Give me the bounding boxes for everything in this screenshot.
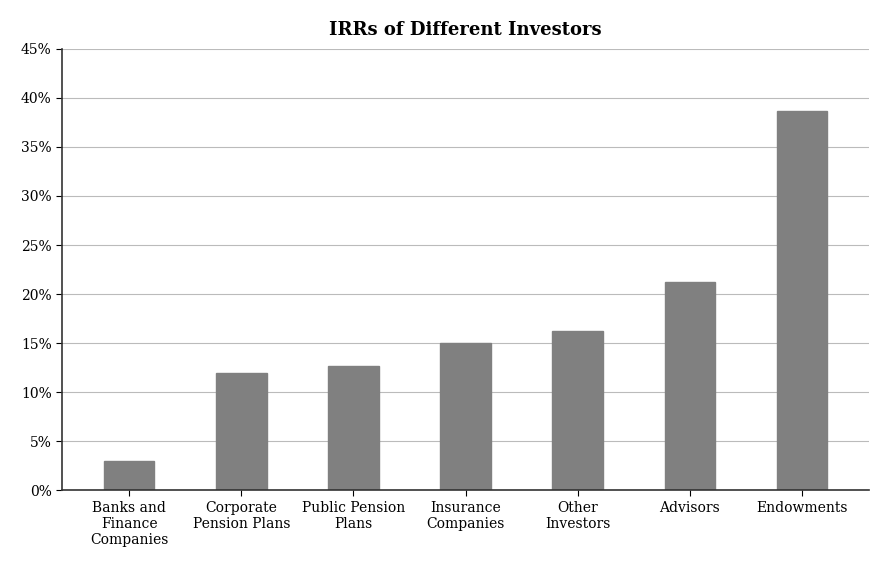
Bar: [328, 366, 379, 490]
Title: IRRs of Different Investors: IRRs of Different Investors: [329, 21, 602, 39]
Bar: [665, 282, 715, 490]
Bar: [216, 373, 267, 490]
Bar: [441, 343, 490, 490]
Bar: [553, 331, 603, 490]
Bar: [104, 461, 155, 490]
Bar: [777, 111, 827, 490]
